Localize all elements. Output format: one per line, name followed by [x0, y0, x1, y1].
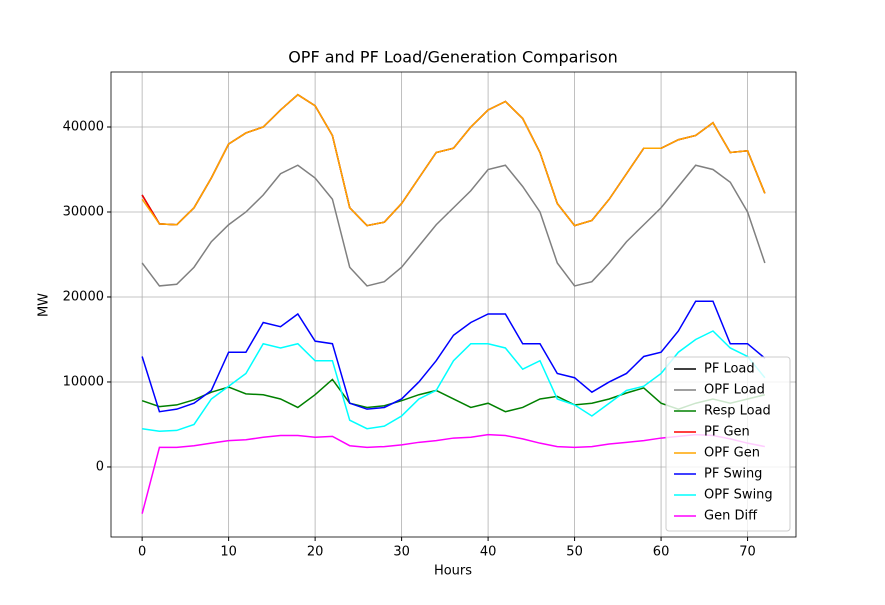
y-tick-label: 0: [96, 459, 104, 474]
y-axis-label: MW: [37, 293, 52, 317]
y-tick-label: 10000: [63, 374, 104, 389]
x-tick-label: 60: [653, 545, 670, 560]
line-series: [141, 164, 766, 287]
y-tick-label: 40000: [63, 119, 104, 134]
line-series: [141, 378, 766, 413]
legend-label: Gen Diff: [704, 509, 758, 524]
plot-frame: [110, 71, 797, 538]
line-series: [141, 300, 766, 413]
x-tick-label: 30: [393, 545, 410, 560]
legend-label: PF Gen: [704, 425, 750, 440]
line-series: [141, 433, 766, 514]
x-tick-label: 50: [566, 545, 583, 560]
line-series: [141, 93, 766, 227]
x-tick-label: 0: [138, 545, 146, 560]
x-axis-label: Hours: [434, 564, 472, 579]
legend-label: OPF Load: [704, 383, 765, 398]
legend-label: Resp Load: [704, 404, 771, 419]
line-series: [141, 93, 766, 227]
legend-label: OPF Gen: [704, 446, 760, 461]
legend: PF Load OPF Load Resp Load PF Gen OPF Gen PF …: [665, 356, 791, 532]
line-series: [141, 93, 766, 227]
line-series: [142, 330, 766, 433]
legend-label: OPF Swing: [704, 488, 773, 503]
x-tick-label: 10: [220, 545, 237, 560]
y-tick-label: 30000: [63, 204, 104, 219]
x-tick-label: 70: [739, 545, 756, 560]
y-tick-label: 20000: [63, 289, 104, 304]
x-tick-label: 40: [480, 545, 497, 560]
x-tick-label: 20: [307, 545, 324, 560]
legend-label: PF Swing: [704, 467, 762, 482]
legend-label: PF Load: [704, 362, 755, 377]
legend-box: [665, 356, 791, 532]
chart-title: OPF and PF Load/Generation Comparison: [288, 48, 618, 67]
